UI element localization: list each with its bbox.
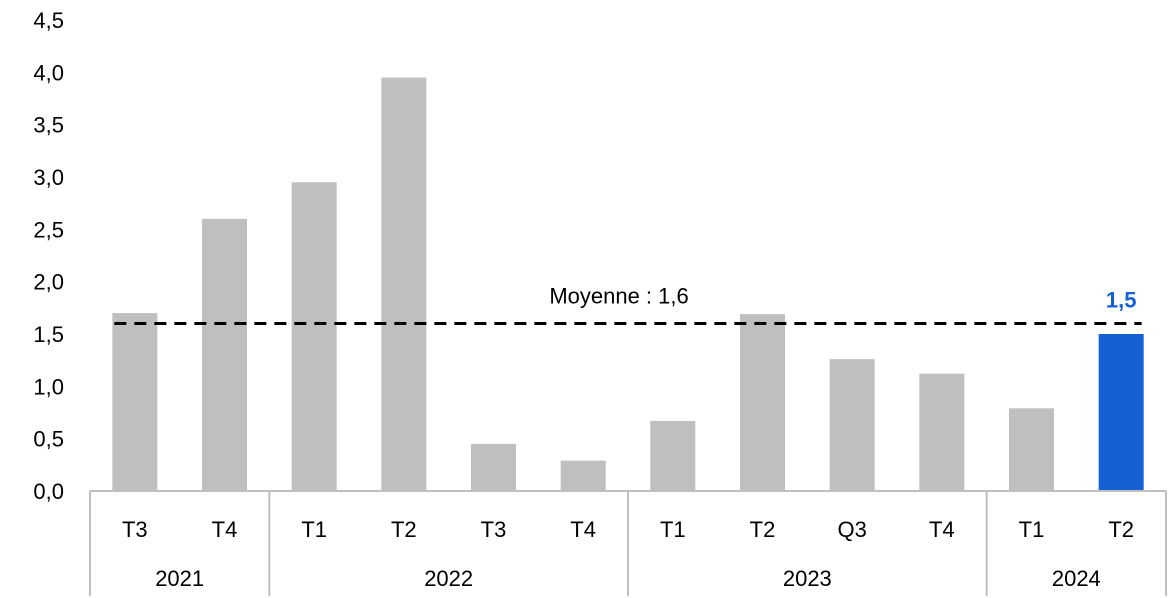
category-label: T1 (660, 517, 686, 542)
y-tick-label: 0,5 (33, 427, 64, 452)
bar (1009, 408, 1054, 491)
y-tick-label: 2,0 (33, 270, 64, 295)
year-label: 2024 (1052, 566, 1101, 591)
category-label: T3 (122, 517, 148, 542)
bar (291, 182, 337, 491)
category-label: Q3 (837, 517, 866, 542)
category-label: T2 (391, 517, 417, 542)
highlighted-bar (1098, 334, 1144, 491)
year-label: 2021 (155, 566, 204, 591)
bar (829, 359, 875, 491)
category-label: T4 (929, 517, 955, 542)
highlight-value-label: 1,5 (1106, 288, 1137, 313)
bar (919, 373, 965, 491)
y-tick-label: 2,5 (33, 217, 64, 242)
bar (471, 443, 516, 491)
category-label: T1 (301, 517, 327, 542)
category-label: T3 (481, 517, 507, 542)
bar (560, 460, 606, 491)
y-tick-label: 3,5 (33, 113, 64, 138)
y-tick-label: 1,5 (33, 322, 64, 347)
category-label: T2 (1108, 517, 1134, 542)
bar (202, 218, 247, 491)
category-label: T4 (212, 517, 238, 542)
category-label: T4 (570, 517, 596, 542)
category-label: T2 (750, 517, 776, 542)
y-tick-label: 1,0 (33, 374, 64, 399)
bar (740, 314, 785, 491)
average-label: Moyenne : 1,6 (549, 284, 688, 309)
bar (650, 420, 696, 491)
y-tick-label: 3,0 (33, 165, 64, 190)
year-label: 2022 (424, 566, 473, 591)
bar (381, 77, 427, 492)
year-label: 2023 (783, 566, 832, 591)
y-tick-label: 4,0 (33, 60, 64, 85)
y-tick-label: 4,5 (33, 8, 64, 33)
bar (112, 313, 158, 491)
category-label: T1 (1019, 517, 1045, 542)
y-tick-label: 0,0 (33, 479, 64, 504)
